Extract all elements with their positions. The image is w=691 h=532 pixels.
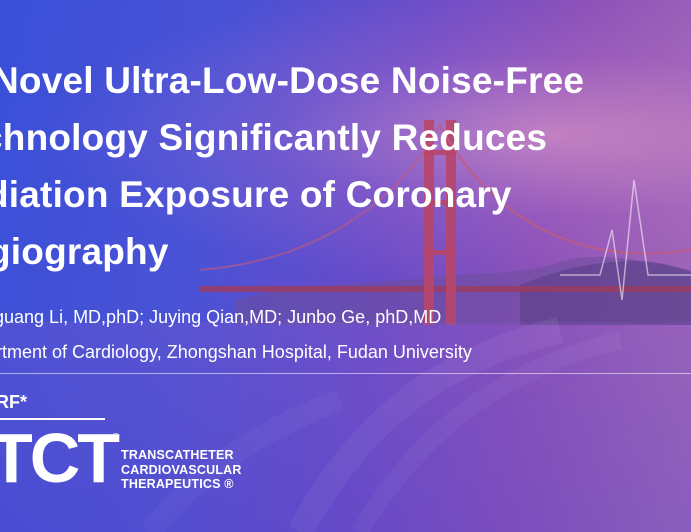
authors: guang Li, MD,phD; Juying Qian,MD; Junbo … bbox=[0, 307, 442, 327]
tct-subtitle-line-3: THERAPEUTICS ® bbox=[121, 477, 234, 491]
bridge-tower-beam-2 bbox=[424, 200, 456, 205]
decorative-stripe-2 bbox=[352, 331, 623, 532]
title-line-4: giography bbox=[0, 231, 169, 272]
decorative-stripe-3 bbox=[141, 389, 344, 532]
bridge-cable-right bbox=[439, 124, 691, 255]
water bbox=[0, 322, 691, 532]
bridge-cable-left bbox=[199, 124, 441, 271]
right-hill bbox=[520, 261, 691, 325]
title-line-2: chnology Significantly Reduces bbox=[0, 117, 548, 158]
tct-registered-mark: ® bbox=[112, 432, 120, 443]
bridge-tower-left-pillar bbox=[424, 120, 434, 325]
bridge-deck bbox=[200, 286, 691, 292]
title-line-3: diation Exposure of Coronary bbox=[0, 174, 512, 215]
slide-title: Novel Ultra-Low-Dose Noise-Free chnology… bbox=[0, 52, 691, 280]
tct-logo-text: TCT bbox=[0, 419, 120, 497]
bridge-tower-right-pillar bbox=[446, 120, 456, 325]
crf-logo-text: RF* bbox=[0, 392, 27, 412]
tct-subtitle-line-1: TRANSCATHETER bbox=[121, 448, 234, 462]
tct-logo-subtitle: TRANSCATHETER CARDIOVASCULAR THERAPEUTIC… bbox=[121, 448, 242, 492]
decorative-stripe-1 bbox=[288, 317, 564, 532]
divider-line bbox=[0, 373, 691, 374]
bridge-tower-beam-1 bbox=[424, 150, 456, 155]
sky-glow bbox=[0, 0, 691, 300]
crf-underline bbox=[0, 418, 105, 420]
tct-subtitle-line-2: CARDIOVASCULAR bbox=[121, 462, 242, 477]
ecg-pulse-line bbox=[560, 179, 691, 301]
bridge-tower-beam-3 bbox=[424, 250, 456, 255]
title-line-1: Novel Ultra-Low-Dose Noise-Free bbox=[0, 60, 585, 101]
affiliation: rtment of Cardiology, Zhongshan Hospital… bbox=[0, 342, 472, 362]
